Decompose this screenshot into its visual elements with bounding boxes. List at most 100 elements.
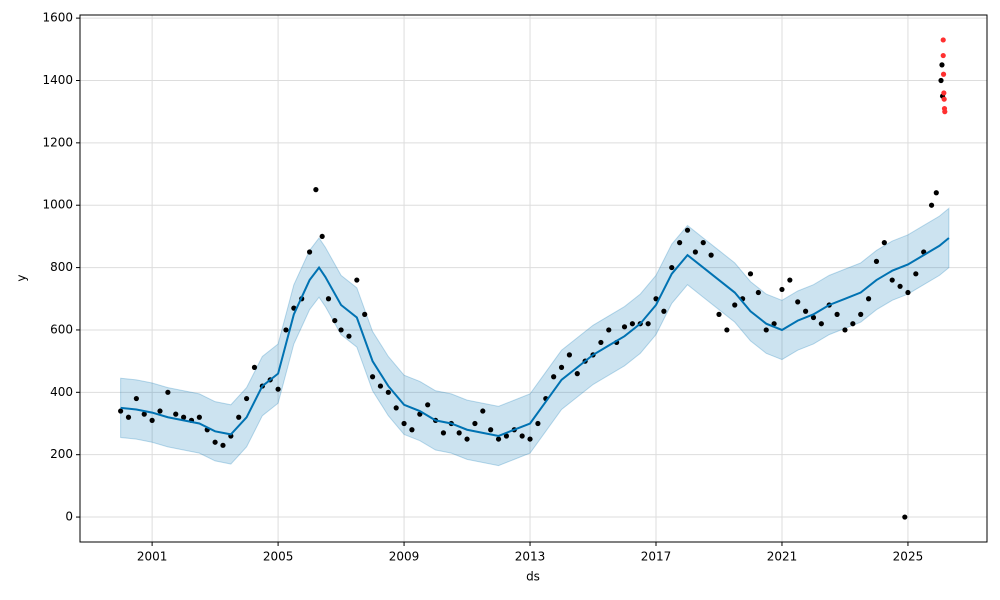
data-point bbox=[212, 439, 218, 445]
y-tick-label: 1400 bbox=[42, 73, 73, 87]
data-point bbox=[716, 311, 722, 317]
data-point bbox=[535, 420, 541, 427]
data-point bbox=[181, 414, 187, 420]
data-point bbox=[803, 308, 809, 314]
data-point bbox=[283, 327, 289, 333]
data-point bbox=[818, 321, 824, 327]
y-tick-label: 400 bbox=[50, 385, 73, 399]
data-point bbox=[598, 339, 604, 346]
data-point bbox=[236, 414, 242, 420]
data-point bbox=[810, 314, 817, 321]
data-point bbox=[251, 364, 258, 370]
data-point bbox=[928, 202, 935, 208]
data-point bbox=[456, 430, 462, 436]
data-point bbox=[905, 289, 911, 296]
data-point bbox=[566, 352, 573, 358]
data-point bbox=[165, 389, 171, 395]
data-point bbox=[519, 433, 525, 439]
data-point bbox=[763, 327, 769, 333]
data-point bbox=[503, 433, 510, 439]
grid bbox=[80, 15, 987, 542]
data-point bbox=[425, 402, 431, 408]
x-tick-label: 2025 bbox=[893, 550, 924, 564]
data-point bbox=[938, 77, 944, 84]
data-point bbox=[677, 240, 683, 246]
data-point bbox=[157, 408, 163, 414]
data-point bbox=[692, 249, 698, 255]
data-point bbox=[409, 427, 415, 433]
data-point bbox=[325, 296, 332, 302]
data-point bbox=[319, 233, 325, 240]
data-point bbox=[645, 321, 651, 327]
data-point bbox=[940, 52, 946, 59]
x-axis-label: ds bbox=[526, 570, 540, 584]
data-point bbox=[842, 327, 848, 333]
data-point bbox=[574, 371, 580, 377]
data-point bbox=[942, 109, 948, 115]
data-point bbox=[488, 427, 494, 433]
y-tick-label: 600 bbox=[50, 322, 73, 336]
data-point bbox=[724, 327, 730, 333]
forecast-line bbox=[120, 237, 950, 438]
data-point bbox=[771, 321, 777, 327]
plot-area bbox=[118, 37, 950, 520]
data-point bbox=[464, 436, 470, 442]
data-point bbox=[133, 395, 139, 402]
axes-frame bbox=[79, 14, 988, 543]
data-point bbox=[755, 289, 761, 296]
data-point bbox=[354, 277, 360, 283]
data-point bbox=[708, 252, 714, 258]
data-point bbox=[385, 389, 391, 395]
data-point bbox=[653, 296, 659, 302]
data-point bbox=[795, 299, 801, 305]
data-point bbox=[779, 286, 785, 293]
data-point bbox=[440, 430, 447, 436]
data-point bbox=[243, 395, 250, 402]
y-tick-label: 1600 bbox=[42, 11, 73, 25]
data-point bbox=[480, 408, 486, 414]
data-point bbox=[940, 71, 947, 77]
data-point bbox=[902, 514, 908, 520]
data-point bbox=[865, 296, 872, 302]
data-point bbox=[700, 240, 706, 246]
x-tick-label: 2021 bbox=[767, 550, 798, 564]
data-point bbox=[527, 436, 533, 442]
data-point bbox=[118, 408, 124, 414]
data-point bbox=[747, 271, 754, 277]
x-tick-label: 2009 bbox=[389, 550, 420, 564]
x-tick-label: 2013 bbox=[515, 550, 546, 564]
data-point bbox=[941, 90, 947, 96]
data-point bbox=[606, 327, 612, 333]
data-point bbox=[551, 374, 557, 380]
data-point bbox=[369, 374, 376, 380]
y-tick-label: 800 bbox=[50, 260, 73, 274]
x-tick-label: 2017 bbox=[641, 550, 672, 564]
data-point bbox=[558, 364, 565, 370]
data-point bbox=[858, 311, 864, 317]
data-point bbox=[881, 240, 887, 246]
data-point bbox=[941, 96, 947, 102]
y-axis-label: y bbox=[15, 274, 29, 281]
data-point bbox=[275, 386, 281, 392]
data-point bbox=[850, 321, 856, 327]
data-point bbox=[933, 190, 939, 196]
data-point bbox=[787, 277, 793, 283]
data-point bbox=[472, 420, 478, 427]
data-point bbox=[629, 321, 635, 327]
data-point bbox=[684, 227, 691, 233]
data-point bbox=[149, 417, 155, 423]
uncertainty-band bbox=[120, 207, 950, 467]
data-point bbox=[621, 324, 628, 330]
x-tick-label: 2005 bbox=[263, 550, 294, 564]
data-point bbox=[401, 420, 407, 427]
data-point bbox=[173, 411, 179, 417]
data-point bbox=[661, 308, 667, 314]
data-point bbox=[732, 302, 738, 308]
data-point bbox=[338, 327, 344, 333]
data-point bbox=[834, 311, 840, 317]
data-point bbox=[125, 414, 132, 420]
data-point bbox=[940, 37, 946, 43]
data-point bbox=[332, 317, 338, 324]
